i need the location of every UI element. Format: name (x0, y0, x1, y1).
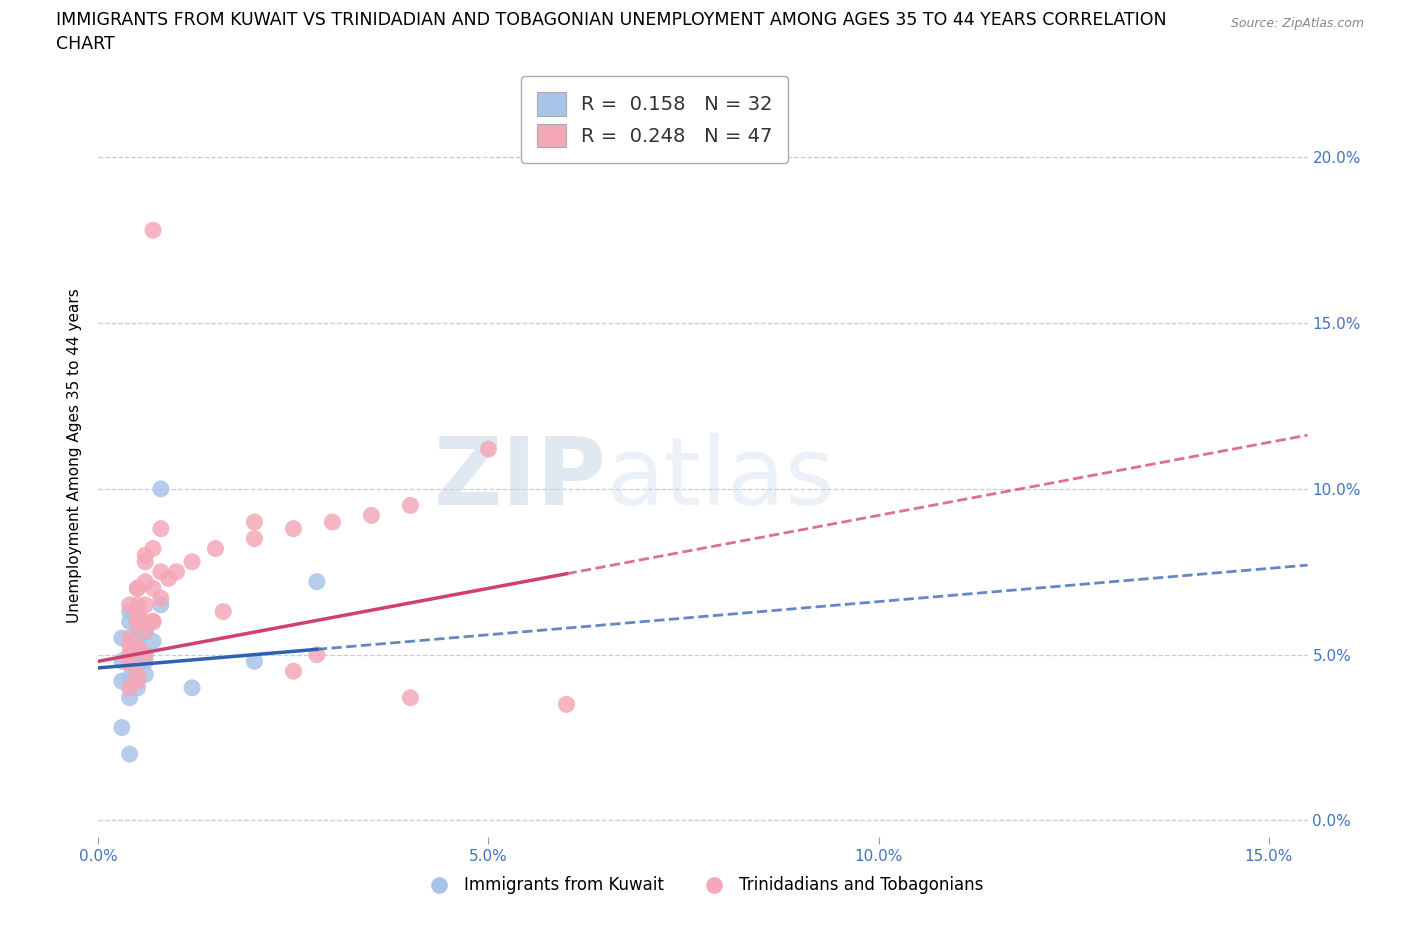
Point (134, 667, 156, 682)
Point (399, 498, 422, 512)
Point (555, 697, 578, 711)
Point (127, 641, 149, 656)
Point (142, 223, 165, 238)
Point (134, 647, 156, 662)
Point (118, 681, 141, 696)
Legend: Immigrants from Kuwait, Trinidadians and Tobagonians: Immigrants from Kuwait, Trinidadians and… (416, 870, 990, 901)
Point (127, 581, 149, 596)
Point (127, 620, 149, 635)
Point (127, 637, 149, 652)
Point (305, 647, 328, 662)
Point (118, 631, 141, 645)
Point (118, 647, 141, 662)
Point (134, 548, 156, 563)
Text: IMMIGRANTS FROM KUWAIT VS TRINIDADIAN AND TOBAGONIAN UNEMPLOYMENT AMONG AGES 35 : IMMIGRANTS FROM KUWAIT VS TRINIDADIAN AN… (56, 11, 1167, 29)
Point (181, 554, 204, 569)
Point (134, 624, 156, 639)
Point (111, 654, 134, 669)
Point (127, 604, 149, 619)
Point (142, 614, 165, 629)
Point (127, 607, 149, 622)
Point (142, 581, 165, 596)
Point (127, 641, 149, 656)
Point (127, 618, 149, 632)
Point (118, 647, 141, 662)
Point (127, 673, 149, 688)
Point (360, 508, 382, 523)
Point (127, 581, 149, 596)
Point (204, 541, 226, 556)
Point (127, 658, 149, 672)
Point (118, 604, 141, 619)
Point (243, 531, 266, 546)
Point (118, 650, 141, 665)
Point (134, 554, 156, 569)
Point (149, 482, 172, 497)
Text: ZIP: ZIP (433, 432, 606, 525)
Point (165, 565, 187, 579)
Point (212, 604, 235, 619)
Point (127, 667, 149, 682)
Point (134, 654, 156, 669)
Point (127, 637, 149, 652)
Point (399, 690, 422, 705)
Point (321, 514, 343, 529)
Point (243, 654, 266, 669)
Point (142, 614, 165, 629)
Y-axis label: Unemployment Among Ages 35 to 44 years: Unemployment Among Ages 35 to 44 years (67, 288, 83, 623)
Point (111, 631, 134, 645)
Point (118, 654, 141, 669)
Point (127, 631, 149, 645)
Point (157, 571, 180, 586)
Point (181, 681, 204, 696)
Point (111, 720, 134, 735)
Point (118, 690, 141, 705)
Point (243, 514, 266, 529)
Point (127, 614, 149, 629)
Point (149, 565, 172, 579)
Point (142, 634, 165, 649)
Point (118, 647, 141, 662)
Point (118, 671, 141, 685)
Point (134, 597, 156, 612)
Point (111, 673, 134, 688)
Point (142, 541, 165, 556)
Point (118, 747, 141, 762)
Point (149, 591, 172, 605)
Point (134, 574, 156, 589)
Point (118, 597, 141, 612)
Text: CHART: CHART (56, 35, 115, 53)
Point (283, 664, 305, 679)
Point (127, 641, 149, 656)
Point (134, 647, 156, 662)
Point (283, 521, 305, 536)
Point (305, 574, 328, 589)
Point (477, 442, 499, 457)
Point (149, 521, 172, 536)
Point (118, 614, 141, 629)
Point (127, 681, 149, 696)
Point (134, 624, 156, 639)
Point (127, 614, 149, 629)
Point (118, 637, 141, 652)
Text: atlas: atlas (606, 432, 835, 525)
Point (127, 597, 149, 612)
Text: Source: ZipAtlas.com: Source: ZipAtlas.com (1230, 17, 1364, 30)
Point (134, 614, 156, 629)
Point (149, 597, 172, 612)
Point (118, 658, 141, 672)
